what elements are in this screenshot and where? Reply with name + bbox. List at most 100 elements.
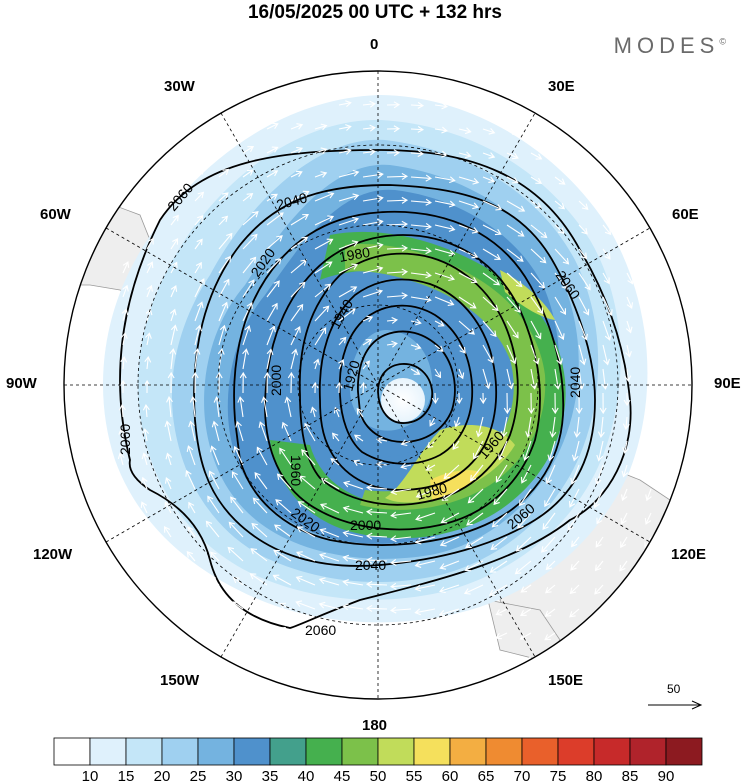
wind-arrow <box>167 371 175 394</box>
wind-arrow <box>215 371 223 394</box>
wind-arrow <box>255 602 268 610</box>
wind-arrow <box>549 416 557 438</box>
wind-arrow <box>290 303 304 322</box>
wind-arrow <box>186 445 196 466</box>
contour-1960 <box>318 278 498 491</box>
wind-arrow <box>493 488 508 506</box>
wind-arrow <box>390 559 412 566</box>
contour-label: 2040 <box>275 189 309 213</box>
wind-arrow <box>554 344 563 366</box>
wind-arrow <box>670 416 678 431</box>
colorbar-swatch <box>557 737 595 766</box>
wind-arrow <box>482 200 503 211</box>
wind-arrow <box>410 271 432 279</box>
wind-arrow <box>193 348 201 370</box>
wind-arrow <box>342 554 364 562</box>
lon-label-60e: 60E <box>672 206 699 223</box>
wind-arrow <box>482 127 496 135</box>
wind-arrow <box>626 224 635 236</box>
wind-arrow <box>470 656 484 663</box>
wind-arrow <box>194 301 204 322</box>
wind-arrow <box>530 224 548 239</box>
wind-arrow <box>602 224 612 236</box>
wind-arrow <box>527 392 535 415</box>
wind-arrow <box>571 440 580 462</box>
wind-arrow <box>194 324 203 346</box>
wind-arrow <box>410 198 432 206</box>
contour-label: 1980 <box>338 244 372 265</box>
lon-label-0: 0 <box>370 36 379 53</box>
wind-arrow <box>500 416 508 438</box>
contour-label: 1980 <box>415 479 449 503</box>
wind-arrow <box>470 632 484 639</box>
wind-arrow <box>434 272 456 282</box>
wind-arrow <box>117 476 124 490</box>
wind-arrow <box>314 305 330 322</box>
wind-arrow <box>541 536 556 553</box>
wind-arrow <box>194 261 202 274</box>
wind-arrow <box>542 512 556 530</box>
wind-arrow <box>439 584 460 594</box>
wind-arrow <box>434 248 456 257</box>
colorbar-tick-label: 60 <box>442 768 459 782</box>
wind-arrow <box>439 560 460 570</box>
contour-2040 <box>193 184 596 567</box>
wind-arrow <box>530 320 542 340</box>
colorbar-swatch <box>53 737 91 766</box>
wind-arrow <box>672 344 680 358</box>
wind-arrow <box>446 631 460 639</box>
wind-arrow <box>410 125 425 133</box>
wind-arrow <box>260 396 268 418</box>
wind-arrow <box>362 315 374 323</box>
colorbar-tick-label: 10 <box>82 768 99 782</box>
wind-arrow <box>140 525 148 538</box>
wind-arrow <box>386 125 401 133</box>
wind-arrow <box>365 580 388 588</box>
wind-arrow <box>314 171 328 178</box>
wind-arrow <box>279 447 292 466</box>
wind-arrow <box>218 192 229 202</box>
wind-arrow <box>506 200 526 212</box>
colorbar-tick-label: 20 <box>154 768 171 782</box>
wind-arrow <box>290 170 303 178</box>
wind-arrow <box>410 222 432 230</box>
wind-arrow <box>443 464 460 480</box>
wind-arrow <box>519 608 532 617</box>
wind-arrow <box>415 512 436 522</box>
wind-arrow <box>429 416 436 427</box>
wind-arrow <box>164 525 172 538</box>
wind-arrow <box>390 535 412 543</box>
wind-arrow <box>119 379 127 394</box>
wind-arrow <box>276 473 292 490</box>
wind-arrow <box>218 232 233 250</box>
wind-arrow <box>422 630 436 638</box>
colorbar-swatch <box>161 737 199 766</box>
wind-arrow <box>475 416 484 438</box>
wind-arrow <box>338 358 345 370</box>
wind-arrow <box>386 292 408 300</box>
wind-arrow <box>266 348 274 370</box>
wind-arrow <box>194 191 205 202</box>
wind-arrow <box>266 193 278 202</box>
meridian-line <box>220 112 536 658</box>
wind-arrow <box>495 608 508 616</box>
wind-arrow <box>188 420 196 442</box>
wind-arrow <box>530 344 540 365</box>
wind-arrow <box>191 371 199 394</box>
wind-arrow <box>674 296 681 310</box>
map-title: 16/05/2025 00 UTC + 132 hrs <box>247 2 503 23</box>
wind-arrow <box>142 428 150 442</box>
wind-arrow <box>211 420 220 442</box>
wind-arrow <box>514 560 532 575</box>
contour-1900 <box>377 363 434 424</box>
wind-arrow <box>162 575 172 586</box>
wind-arrow <box>482 176 496 183</box>
wind-arrow <box>311 381 319 394</box>
wind-arrow <box>230 496 244 514</box>
wind-arrow <box>434 368 442 379</box>
wind-arrow <box>274 524 292 538</box>
wind-arrow <box>625 344 632 358</box>
wind-arrow <box>522 440 532 461</box>
wind-arrow <box>146 284 153 298</box>
wind-arrow <box>314 147 328 155</box>
